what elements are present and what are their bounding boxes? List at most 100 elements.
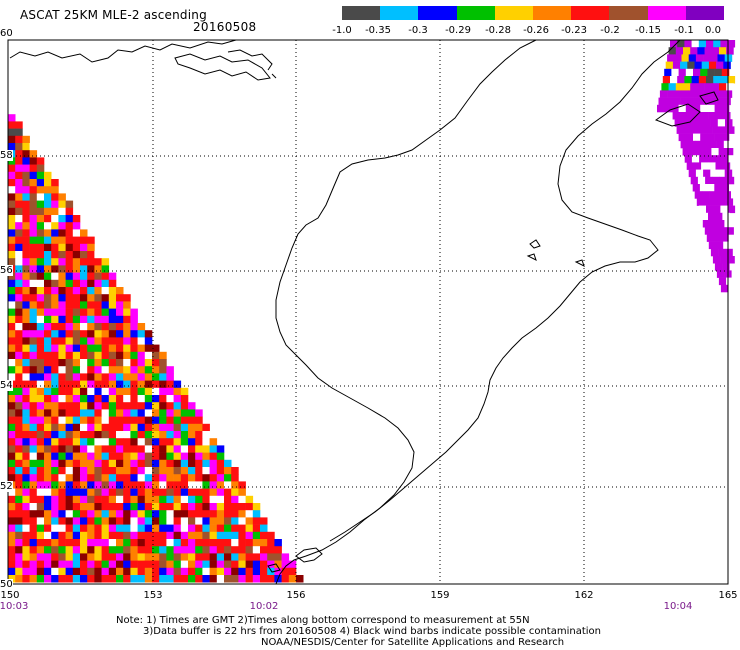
swath-cell (58, 200, 66, 209)
swath-cell (152, 366, 160, 374)
swath-cell (123, 531, 131, 540)
swath-cell (29, 171, 38, 180)
swath-cell (166, 459, 174, 468)
swath-cell (72, 510, 81, 518)
swath-cell (15, 243, 23, 252)
swath-cell (108, 423, 117, 432)
swath-cell (152, 567, 160, 576)
swath-cell (72, 488, 81, 497)
swath-cell (65, 395, 74, 403)
swath-cell (108, 366, 117, 374)
color-scale-swatch (380, 6, 419, 20)
swath-cell (166, 553, 174, 561)
swath-cell (159, 459, 167, 468)
swath-cell (288, 575, 297, 583)
swath-cell (224, 524, 232, 533)
swath-cell (94, 531, 102, 540)
swath-cell (674, 119, 683, 127)
swath-cell (687, 97, 695, 106)
swath-cell (101, 330, 110, 338)
swath-cell (15, 423, 23, 432)
swath-cell (137, 488, 146, 497)
swath-cell (44, 495, 52, 504)
swath-cell (15, 474, 23, 482)
swath-cell (36, 287, 45, 295)
swath-cell (36, 416, 45, 425)
swath-cell (44, 553, 52, 561)
swath-cell (58, 539, 66, 547)
swath-cell (36, 215, 45, 223)
swath-cell (116, 467, 124, 475)
swath-cell (101, 467, 110, 475)
swath-cell (692, 184, 701, 192)
swath-cell (36, 481, 45, 489)
lon-label: 153 (143, 590, 163, 601)
swath-cell (726, 47, 734, 55)
swath-cell (159, 539, 167, 547)
swath-cell (116, 359, 124, 367)
swath-cell (108, 315, 117, 324)
swath-cell (716, 140, 725, 149)
swath-cell (180, 423, 189, 432)
swath-cell (159, 481, 167, 489)
swath-cell (152, 409, 160, 417)
swath-cell (173, 416, 182, 425)
swath-cell (58, 416, 66, 425)
swath-cell (173, 431, 182, 439)
swath-cell (8, 287, 16, 295)
swath-cell (15, 395, 23, 403)
swath-cell (245, 510, 254, 518)
swath-cell (51, 215, 59, 223)
swath-cell (159, 409, 167, 417)
swath-cell (123, 366, 131, 374)
swath-cell (188, 467, 196, 475)
swath-cell (720, 256, 728, 264)
swath-cell (231, 546, 239, 554)
swath-cell (701, 61, 710, 70)
swath-cell (703, 169, 711, 178)
swath-cell (101, 539, 110, 547)
swath-cell (15, 215, 23, 223)
swath-cell (707, 104, 715, 113)
swath-cell (108, 351, 117, 360)
color-scale-swatch (418, 6, 457, 20)
swath-cell (209, 495, 218, 504)
swath-cell (58, 459, 66, 468)
swath-cell (44, 546, 52, 554)
swath-cell (710, 54, 718, 62)
swath-cell (36, 546, 45, 554)
swath-cell (44, 531, 52, 540)
swath-cell (15, 236, 23, 245)
swath-cell (22, 157, 30, 165)
swath-cell (36, 179, 45, 187)
swath-cell (152, 467, 160, 475)
swath-cell (116, 546, 124, 554)
swath-cell (166, 524, 174, 533)
swath-cell (116, 402, 124, 410)
swath-cell (180, 438, 189, 446)
swath-cell (180, 531, 189, 540)
swath-cell (130, 503, 138, 511)
swath-cell (274, 567, 282, 576)
swath-cell (144, 330, 153, 338)
swath-cell (29, 323, 38, 331)
swath-cell (8, 243, 16, 252)
swath-cell (108, 395, 117, 403)
swath-cell (8, 459, 16, 468)
swath-cell (245, 539, 254, 547)
swath-cell (137, 445, 146, 453)
swath-cell (101, 567, 110, 576)
swath-cell (123, 301, 131, 309)
swath-cell (144, 452, 153, 461)
swath-cell (101, 423, 110, 432)
swath-cell (274, 560, 282, 569)
swath-cell (691, 155, 700, 163)
swath-cell (72, 301, 81, 309)
swath-cell (58, 301, 66, 309)
swath-cell (166, 395, 174, 403)
swath-cell (87, 251, 95, 259)
swath-cell (36, 236, 45, 245)
time-label: 10:02 (249, 601, 279, 612)
swath-cell (36, 423, 45, 432)
swath-cell (209, 452, 218, 461)
